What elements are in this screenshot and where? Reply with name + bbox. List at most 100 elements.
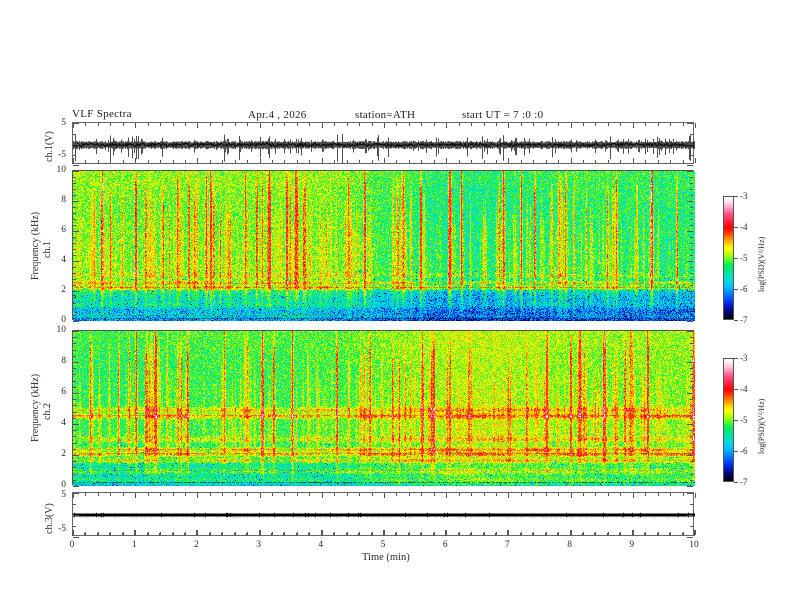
x-tick-inner xyxy=(670,123,671,126)
x-minor-tick xyxy=(408,533,409,536)
x-tick-label: 7 xyxy=(497,540,517,550)
x-tick-inner xyxy=(496,532,497,535)
x-tick-inner xyxy=(260,123,261,128)
x-tick-inner xyxy=(583,160,584,163)
x-minor-tick xyxy=(545,533,546,536)
y-tick xyxy=(690,243,693,244)
x-tick-inner xyxy=(496,160,497,163)
ch1-spectrogram-panel xyxy=(72,170,694,320)
x-tick-inner xyxy=(571,493,572,498)
x-tick-inner xyxy=(459,160,460,163)
y-tick xyxy=(73,201,79,202)
x-minor-tick xyxy=(495,533,496,536)
x-tick-inner xyxy=(608,123,609,126)
y-tick xyxy=(690,343,693,344)
x-minor-tick xyxy=(594,533,595,536)
y-tick xyxy=(690,279,693,280)
x-tick-inner xyxy=(372,493,373,496)
x-tick-inner xyxy=(683,160,684,163)
y-tick xyxy=(690,315,693,316)
x-tick-inner xyxy=(695,158,696,163)
y-tick xyxy=(73,356,76,357)
y-tick xyxy=(73,480,76,481)
y-tick xyxy=(73,537,79,538)
x-tick-inner xyxy=(210,493,211,496)
y-tick xyxy=(687,331,693,332)
x-minor-tick xyxy=(296,533,297,536)
x-tick-inner xyxy=(334,493,335,496)
x-tick-inner xyxy=(620,160,621,163)
y-tick xyxy=(73,144,79,145)
y-tick xyxy=(73,261,79,262)
x-tick-inner xyxy=(683,532,684,535)
y-tick xyxy=(690,387,693,388)
x-tick-inner xyxy=(521,160,522,163)
colorbar-tick-label: -4 xyxy=(740,384,748,394)
x-tick-inner xyxy=(695,530,696,535)
x-minor-tick xyxy=(246,533,247,536)
colorbar-ch2 xyxy=(723,358,734,482)
colorbar-tick xyxy=(734,320,738,321)
x-tick-label: 3 xyxy=(249,540,269,550)
x-tick-inner xyxy=(272,532,273,535)
y-tick xyxy=(690,183,693,184)
x-tick-inner xyxy=(222,123,223,126)
y-tick xyxy=(73,443,76,444)
y-tick xyxy=(73,486,79,487)
y-tick xyxy=(73,189,76,190)
x-minor-tick xyxy=(644,533,645,536)
x-tick-inner xyxy=(471,160,472,163)
vlf-spectra-figure: VLF Spectra Apr.4 , 2026 station=ATH sta… xyxy=(0,0,792,612)
y-tick xyxy=(73,461,76,462)
observation-date: Apr.4 , 2026 xyxy=(248,109,307,121)
x-tick-label: 6 xyxy=(435,540,455,550)
x-minor-tick xyxy=(159,533,160,536)
x-minor-tick xyxy=(221,533,222,536)
y-tick xyxy=(690,504,693,505)
x-tick-inner xyxy=(173,123,174,126)
y-tick xyxy=(690,474,693,475)
x-minor-tick xyxy=(271,533,272,536)
x-tick-inner xyxy=(459,532,460,535)
x-tick-inner xyxy=(595,160,596,163)
x-minor-tick xyxy=(84,533,85,536)
x-tick-inner xyxy=(98,160,99,163)
y-tick xyxy=(687,123,693,124)
x-tick-inner xyxy=(284,123,285,126)
x-tick-inner xyxy=(558,493,559,496)
y-tick xyxy=(73,134,76,135)
y-tick xyxy=(73,387,76,388)
x-tick-inner xyxy=(359,160,360,163)
y-tick xyxy=(690,255,693,256)
y-tick xyxy=(690,368,693,369)
y-tick xyxy=(73,350,76,351)
x-minor-tick xyxy=(557,533,558,536)
ch1-waveform-panel xyxy=(72,122,694,164)
ch2-spectrogram-channel-label: ch.2 xyxy=(42,403,53,420)
x-tick-inner xyxy=(496,493,497,496)
colorbar-tick xyxy=(734,227,738,228)
y-tick xyxy=(687,291,693,292)
x-tick-inner xyxy=(85,123,86,126)
x-tick-inner xyxy=(73,493,74,498)
x-tick-inner xyxy=(484,160,485,163)
y-tick xyxy=(73,526,76,527)
x-minor-tick xyxy=(109,533,110,536)
x-tick-inner xyxy=(309,493,310,496)
x-tick-inner xyxy=(658,493,659,496)
x-major-tick xyxy=(321,530,322,536)
x-minor-tick xyxy=(234,533,235,536)
x-tick-inner xyxy=(185,532,186,535)
ch2-spec-ytick-0: 0 xyxy=(48,480,66,490)
x-tick-inner xyxy=(633,493,634,498)
x-tick-inner xyxy=(148,123,149,126)
y-tick xyxy=(73,255,76,256)
x-tick-inner xyxy=(98,532,99,535)
x-tick-inner xyxy=(347,123,348,126)
x-tick-inner xyxy=(571,158,572,163)
x-tick-inner xyxy=(347,532,348,535)
x-tick-label: 8 xyxy=(560,540,580,550)
x-tick-inner xyxy=(558,123,559,126)
x-tick-inner xyxy=(148,532,149,535)
x-tick-inner xyxy=(98,493,99,496)
